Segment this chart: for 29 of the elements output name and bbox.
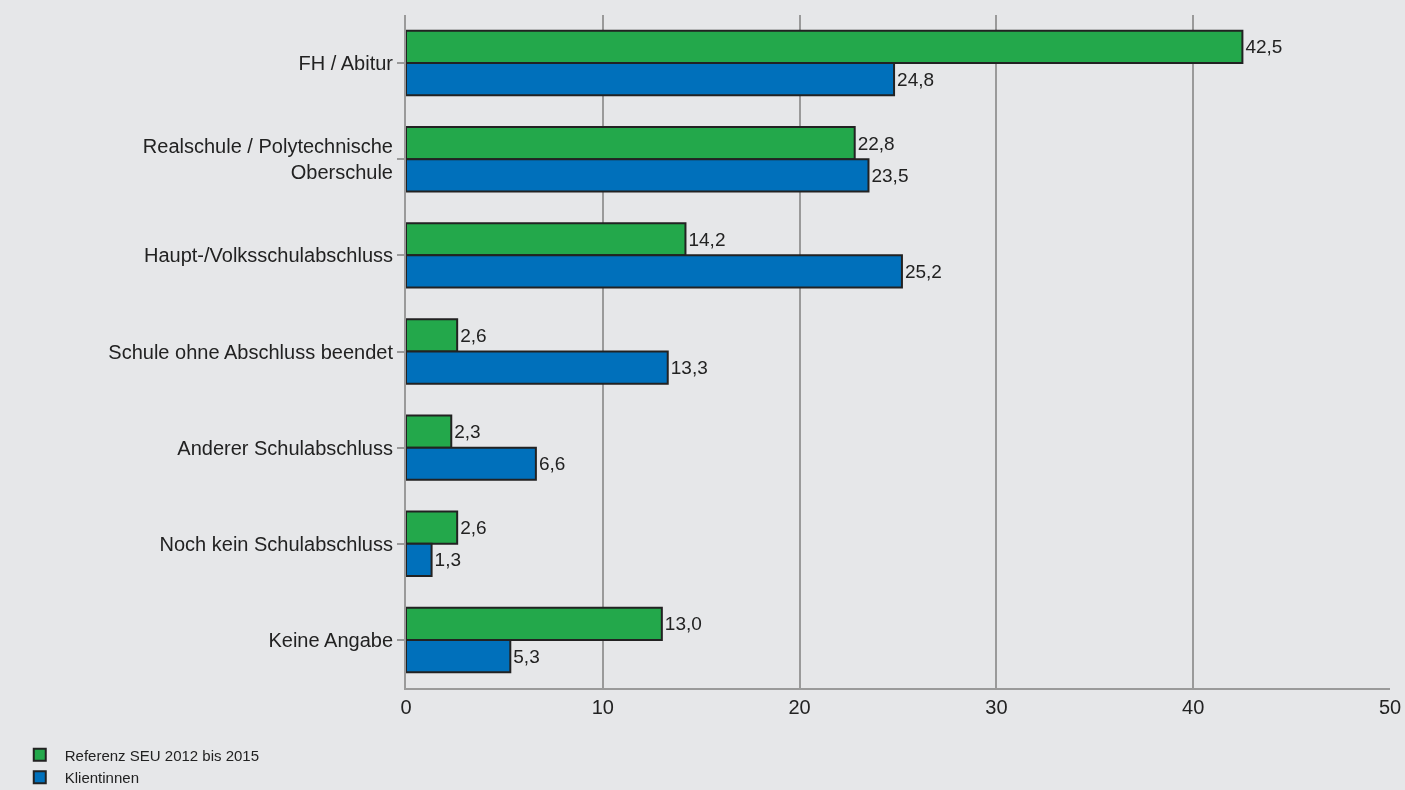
y-tick-label: Anderer Schulabschluss [177, 436, 393, 459]
data-label: 23,5 [871, 164, 909, 186]
data-label: 2,6 [460, 324, 487, 346]
y-tick-label: FH / Abitur [298, 52, 394, 75]
x-tick-label: 40 [1182, 696, 1205, 718]
y-tick-label: Realschule / Polytechnische Oberschule [142, 135, 393, 184]
x-tick-label: 50 [1378, 696, 1402, 718]
y-tick-label: Haupt-/Volksschulabschluss [143, 244, 393, 267]
y-tick-label: Noch kein Schulabschluss [159, 532, 393, 555]
x-tick-label: 30 [985, 696, 1008, 718]
data-label: 6,6 [538, 453, 566, 475]
data-label: 14,2 [688, 228, 726, 250]
data-label: 22,8 [857, 132, 895, 154]
data-label: 5,3 [513, 645, 540, 667]
data-label: 2,3 [454, 421, 481, 443]
y-tick-label: Keine Angabe [268, 628, 393, 651]
legend-label: Klientinnen [64, 769, 139, 787]
data-label: 25,2 [904, 260, 942, 282]
data-label: 24,8 [897, 68, 935, 90]
x-tick-label: 20 [788, 696, 811, 718]
data-label: 1,3 [434, 549, 461, 571]
y-tick-label: Schule ohne Abschluss beendet [108, 340, 394, 363]
data-label: 2,6 [460, 517, 487, 539]
data-label: 13,0 [664, 613, 702, 635]
x-tick-label: 0 [400, 696, 412, 718]
data-label: 42,5 [1245, 36, 1283, 58]
x-tick-label: 10 [591, 696, 614, 718]
legend-label: Referenz SEU 2012 bis 2015 [64, 746, 260, 764]
data-label: 13,3 [670, 357, 708, 379]
